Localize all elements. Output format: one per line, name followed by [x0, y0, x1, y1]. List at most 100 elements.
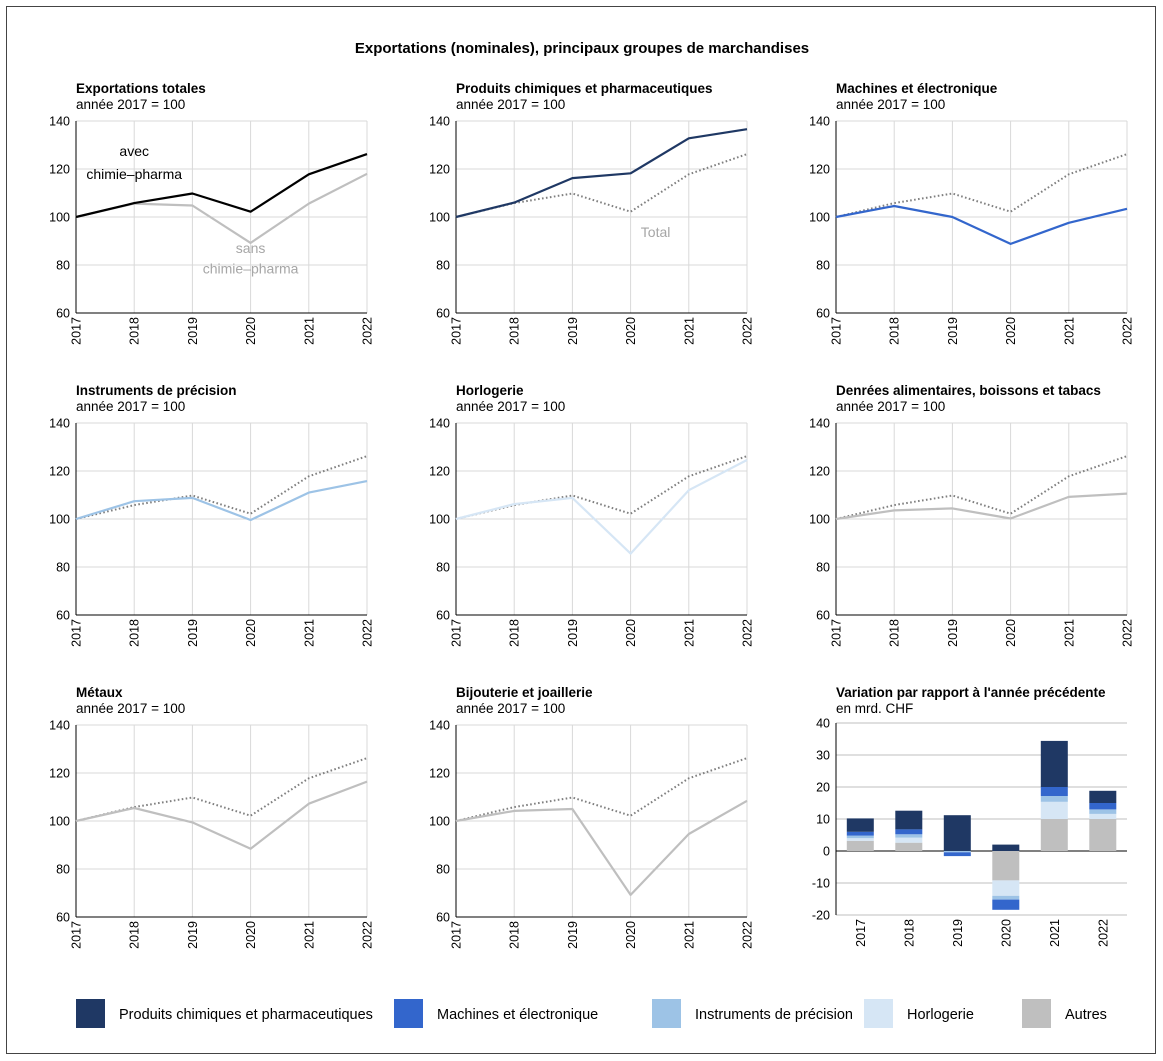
series-line-1 — [455, 153, 748, 218]
bar-segment — [1089, 819, 1117, 851]
x-tick-label: 2022 — [1121, 317, 1135, 345]
legend-label: Produits chimiques et pharmaceutiques — [119, 1007, 373, 1023]
panel-subtitle: année 2017 = 100 — [76, 97, 185, 112]
series-line-2 — [455, 128, 748, 219]
y-tick-label: 140 — [809, 115, 830, 129]
series-line-1 — [75, 757, 368, 822]
bar-segment — [992, 844, 1020, 851]
series-line-1 — [835, 153, 1128, 218]
x-tick-label: 2022 — [361, 317, 375, 345]
panel-subtitle: année 2017 = 100 — [836, 399, 945, 414]
x-tick-label: 2017 — [830, 619, 844, 647]
x-tick-label: 2018 — [128, 619, 142, 647]
x-tick-label: 2022 — [1121, 619, 1135, 647]
y-tick-label: 80 — [816, 259, 830, 273]
x-tick-label: 2018 — [508, 619, 522, 647]
x-tick-label: 2019 — [566, 619, 580, 647]
x-tick-label: 2019 — [186, 921, 200, 949]
bar-segment — [895, 837, 923, 843]
panel-title: Exportations totales — [76, 81, 206, 96]
legend-label: Instruments de précision — [695, 1007, 853, 1023]
y-tick-label: 30 — [816, 749, 830, 763]
series-line-1 — [455, 757, 748, 822]
annotation-label: chimie–pharma — [203, 261, 299, 277]
legend-item-3: Instruments de précision — [652, 999, 853, 1028]
x-tick-label: 2021 — [682, 619, 696, 647]
x-tick-label: 2019 — [946, 619, 960, 647]
panel-title: Métaux — [76, 685, 123, 700]
y-tick-label: 60 — [816, 307, 830, 321]
x-tick-label: 2018 — [128, 317, 142, 345]
x-tick-label: 2022 — [741, 317, 755, 345]
y-tick-label: 100 — [429, 513, 450, 527]
y-tick-label: 60 — [56, 609, 70, 623]
y-tick-label: 120 — [809, 465, 830, 479]
y-tick-label: 20 — [816, 781, 830, 795]
y-tick-label: 120 — [429, 465, 450, 479]
y-tick-label: 80 — [816, 561, 830, 575]
panel-title: Produits chimiques et pharmaceutiques — [456, 81, 713, 96]
legend-swatch — [394, 999, 423, 1028]
panel-subtitle: année 2017 = 100 — [456, 701, 565, 716]
x-tick-label: 2021 — [302, 619, 316, 647]
series-line-2 — [835, 492, 1128, 521]
x-tick-label: 2018 — [508, 921, 522, 949]
x-tick-label: 2017 — [854, 919, 868, 947]
x-tick-label: 2022 — [1096, 919, 1110, 947]
y-tick-label: -20 — [812, 909, 830, 923]
x-tick-label: 2020 — [244, 921, 258, 949]
y-tick-label: -10 — [812, 877, 830, 891]
y-tick-label: 60 — [816, 609, 830, 623]
main-title: Exportations (nominales), principaux gro… — [355, 40, 809, 57]
panel-title: Horlogerie — [456, 383, 524, 398]
x-tick-label: 2017 — [450, 317, 464, 345]
y-tick-label: 80 — [56, 863, 70, 877]
x-tick-label: 2022 — [361, 921, 375, 949]
y-tick-label: 120 — [809, 163, 830, 177]
x-tick-label: 2022 — [741, 921, 755, 949]
series-line-2 — [75, 153, 368, 219]
bar-segment — [1089, 790, 1117, 803]
panel-title: Denrées alimentaires, boissons et tabacs — [836, 383, 1101, 398]
y-tick-label: 60 — [436, 911, 450, 925]
bar-segment — [992, 851, 1020, 881]
x-tick-label: 2017 — [70, 619, 84, 647]
y-tick-label: 80 — [436, 863, 450, 877]
bar-segment — [846, 818, 874, 832]
y-tick-label: 120 — [49, 465, 70, 479]
series-line-1 — [75, 172, 368, 244]
panel-subtitle: année 2017 = 100 — [76, 701, 185, 716]
panel-subtitle: en mrd. CHF — [836, 701, 913, 716]
bar-segment — [1089, 803, 1117, 810]
series-line-1 — [455, 455, 748, 520]
series-line-2 — [455, 459, 748, 555]
y-tick-label: 80 — [56, 259, 70, 273]
x-tick-label: 2018 — [128, 921, 142, 949]
annotation-label: Total — [641, 224, 671, 240]
x-tick-label: 2021 — [302, 317, 316, 345]
y-tick-label: 100 — [49, 815, 70, 829]
y-tick-label: 120 — [429, 163, 450, 177]
series-line-2 — [455, 799, 748, 897]
series-line-2 — [835, 204, 1128, 245]
y-tick-label: 100 — [809, 211, 830, 225]
bar-segment — [943, 852, 971, 857]
y-tick-label: 120 — [429, 767, 450, 781]
bar-segment — [992, 895, 1020, 900]
y-tick-label: 60 — [436, 609, 450, 623]
legend-swatch — [864, 999, 893, 1028]
x-tick-label: 2017 — [70, 317, 84, 345]
x-tick-label: 2017 — [70, 921, 84, 949]
x-tick-label: 2019 — [951, 919, 965, 947]
bar-segment — [1040, 740, 1068, 787]
legend-label: Autres — [1065, 1007, 1107, 1023]
legend-label: Machines et électronique — [437, 1007, 598, 1023]
x-tick-label: 2020 — [624, 619, 638, 647]
y-tick-label: 100 — [429, 211, 450, 225]
x-tick-label: 2020 — [1004, 619, 1018, 647]
legend-swatch — [1022, 999, 1051, 1028]
x-tick-label: 2020 — [999, 919, 1013, 947]
annotation-label: sans — [236, 240, 266, 256]
